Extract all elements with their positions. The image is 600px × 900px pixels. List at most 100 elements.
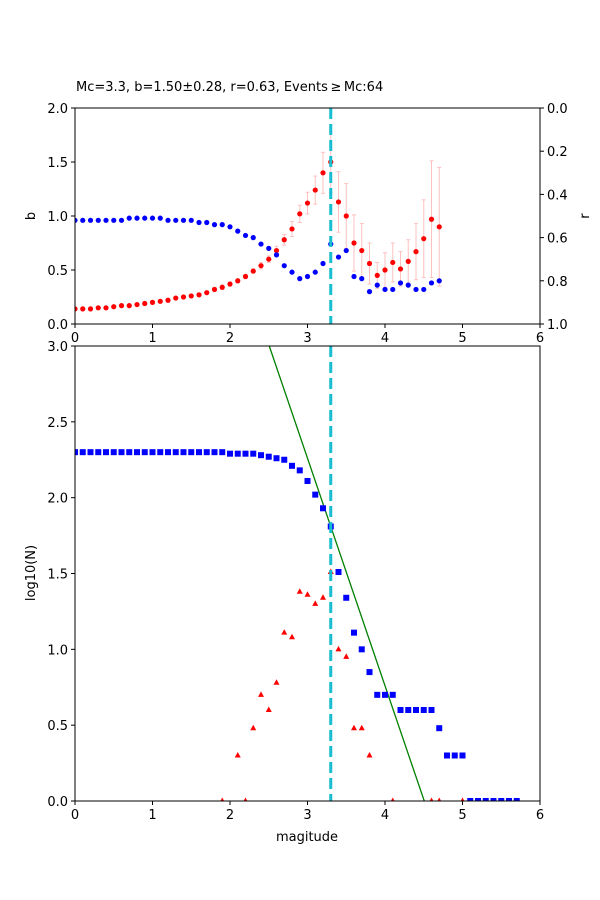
cumulative-point: [506, 798, 512, 801]
cumulative-point: [79, 449, 86, 456]
b-value-point: [343, 213, 349, 219]
cumulative-point: [304, 477, 311, 484]
y-tick-label: 0.0: [47, 795, 68, 810]
b-value-point: [80, 306, 86, 312]
r-value-point: [211, 222, 218, 228]
r-value-point: [421, 286, 427, 293]
b-value-point: [95, 305, 101, 311]
cumulative-point: [289, 462, 295, 469]
x-tick-label: 2: [226, 331, 234, 346]
y-tick-label: 2.0: [47, 102, 68, 117]
b-value-point: [351, 240, 357, 246]
cumulative-point: [320, 505, 326, 512]
non-cumulative-point: [343, 653, 350, 659]
cumulative-point: [265, 453, 272, 460]
b-value-point: [304, 200, 311, 206]
x-axis-label: magitude: [276, 830, 338, 845]
y-tick-label: 2.5: [47, 416, 68, 431]
cumulative-point: [196, 449, 202, 456]
b-value-point: [258, 263, 264, 269]
b-value-point: [266, 256, 272, 262]
cumulative-point: [157, 449, 164, 456]
b-value-point: [235, 278, 241, 284]
cumulative-point: [180, 449, 187, 456]
r-value-point: [436, 278, 442, 284]
r-value-point: [351, 273, 357, 280]
r-value-point: [157, 215, 163, 221]
gr-fit-line: [268, 346, 425, 801]
r-value-point: [142, 215, 148, 221]
cumulative-point: [250, 450, 257, 457]
b-value-point: [87, 306, 94, 312]
y-axis-label: b: [24, 212, 39, 220]
r-value-point: [134, 215, 140, 221]
r-value-point: [258, 241, 264, 247]
r-value-point: [405, 282, 411, 288]
r-value-point: [87, 217, 94, 223]
cumulative-point: [118, 449, 125, 456]
cumulative-point: [227, 450, 233, 457]
x-tick-label: 5: [458, 331, 466, 346]
cumulative-point: [234, 450, 241, 457]
fmd-plot-area: [75, 346, 520, 801]
b-value-plot-area: [75, 108, 442, 324]
r-value-point: [320, 260, 326, 267]
non-cumulative-point: [335, 645, 342, 652]
b-value-point: [75, 306, 78, 312]
cumulative-point: [188, 449, 195, 456]
b-value-point: [320, 170, 326, 176]
non-cumulative-point: [429, 797, 434, 801]
r-value-point: [173, 217, 179, 223]
cumulative-point: [382, 691, 388, 698]
y-tick-label: 3.0: [47, 340, 68, 355]
non-cumulative-point: [281, 629, 288, 635]
r-value-point: [374, 282, 380, 288]
cumulative-point: [75, 449, 78, 456]
cumulative-point: [436, 725, 443, 732]
x-tick-label: 3: [303, 808, 311, 823]
b-value-point: [118, 303, 125, 309]
r-value-point: [235, 228, 241, 234]
y-tick-label: 0.0: [47, 318, 68, 333]
r-value-point: [413, 286, 419, 293]
r-value-point: [366, 289, 373, 295]
b-value-point: [289, 226, 295, 232]
y-tick-label: 0.5: [47, 264, 68, 279]
r-value-point: [95, 217, 101, 223]
y-tick-label: 1.5: [47, 156, 68, 171]
cumulative-point: [358, 646, 365, 653]
b-value-point: [312, 187, 318, 193]
r-value-point: [273, 252, 280, 258]
b-value-point: [227, 281, 233, 287]
r-value-point: [126, 215, 132, 221]
cumulative-point: [281, 456, 288, 463]
cumulative-point: [475, 798, 481, 801]
cumulative-point: [343, 594, 350, 601]
y-right-tick-label: 0.2: [547, 145, 568, 160]
b-value-point: [366, 260, 373, 267]
chart-title: Mc=3.3, b=1.50±0.28, r=0.63, Events ≥ Mc…: [76, 80, 384, 95]
non-cumulative-point: [460, 797, 465, 801]
fmd-axes-frame: [74, 345, 541, 802]
b-value-point: [413, 249, 419, 255]
b-value-point: [421, 236, 427, 242]
b-value-point: [359, 247, 365, 254]
non-cumulative-point: [234, 752, 241, 758]
cumulative-point: [172, 449, 179, 456]
r-value-point: [397, 280, 404, 286]
b-value-point: [111, 304, 117, 310]
cumulative-point: [498, 798, 505, 801]
r-value-point: [227, 224, 233, 230]
y-right-tick-label: 1.0: [547, 318, 568, 333]
b-value-point: [149, 299, 156, 305]
x-tick-label: 3: [303, 331, 311, 346]
b-value-point: [436, 224, 442, 230]
cumulative-point: [258, 452, 264, 459]
x-tick-label: 2: [226, 808, 234, 823]
r-value-point: [289, 269, 295, 275]
b-value-point: [157, 298, 163, 304]
b-value-point: [173, 295, 179, 301]
cumulative-point: [451, 752, 458, 759]
